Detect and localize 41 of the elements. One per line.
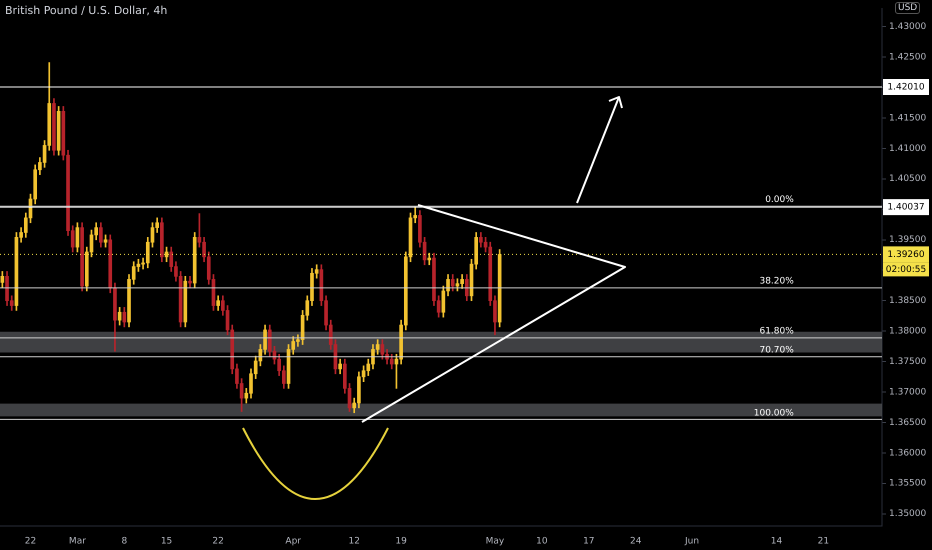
y-tick-label: 1.37500	[889, 356, 926, 367]
annotation: 70.70%	[759, 346, 794, 356]
x-tick-label: May	[486, 536, 505, 547]
y-tick-label: 1.43000	[889, 22, 926, 32]
x-tick-label: 24	[630, 536, 642, 547]
x-tick-label: 22	[212, 536, 224, 547]
annotation: 0.00%	[765, 195, 794, 206]
ref-line-label: 1.39260	[887, 250, 925, 260]
x-tick-label: Mar	[68, 536, 86, 547]
ref-line-label: 1.42010	[887, 82, 925, 92]
y-tick-label: 1.39500	[889, 235, 926, 246]
y-tick-label: 1.40500	[889, 174, 926, 184]
x-tick-label: 19	[395, 536, 408, 547]
y-tick-label: 1.35000	[889, 509, 926, 520]
y-tick-label: 1.36000	[889, 448, 926, 458]
x-tick-label: 12	[348, 536, 360, 547]
text: 02:00:55	[886, 264, 926, 275]
x-tick-label: Apr	[285, 536, 302, 547]
y-tick-label: 1.41500	[889, 113, 926, 124]
annotation: 61.80%	[759, 326, 794, 337]
x-tick-label: 8	[121, 536, 128, 547]
y-axis-title: USD	[895, 2, 920, 14]
candlestick	[104, 234, 108, 248]
x-tick-label: Jun	[684, 536, 700, 547]
x-tick-label: 14	[770, 536, 782, 547]
x-tick-label: 15	[160, 536, 172, 547]
y-tick-label: 1.41000	[889, 144, 926, 154]
y-tick-label: 1.38000	[889, 326, 926, 336]
y-tick-label: 1.37000	[889, 387, 926, 398]
x-tick-label: 22	[24, 536, 36, 547]
chart-title: British Pound / U.S. Dollar, 4h	[5, 4, 168, 17]
y-tick-label: 1.36500	[889, 418, 926, 428]
annotation: 100.00%	[754, 408, 794, 418]
ref-line-label: 1.40037	[887, 202, 925, 212]
y-tick-label: 1.38500	[889, 296, 926, 306]
y-tick-label: 1.35500	[889, 478, 926, 489]
x-tick-label: 17	[583, 536, 595, 547]
x-tick-label: 21	[818, 536, 830, 547]
annotation: 38.20%	[759, 276, 794, 287]
y-tick-label: 1.42500	[889, 52, 926, 62]
x-tick-label: 10	[536, 536, 548, 547]
